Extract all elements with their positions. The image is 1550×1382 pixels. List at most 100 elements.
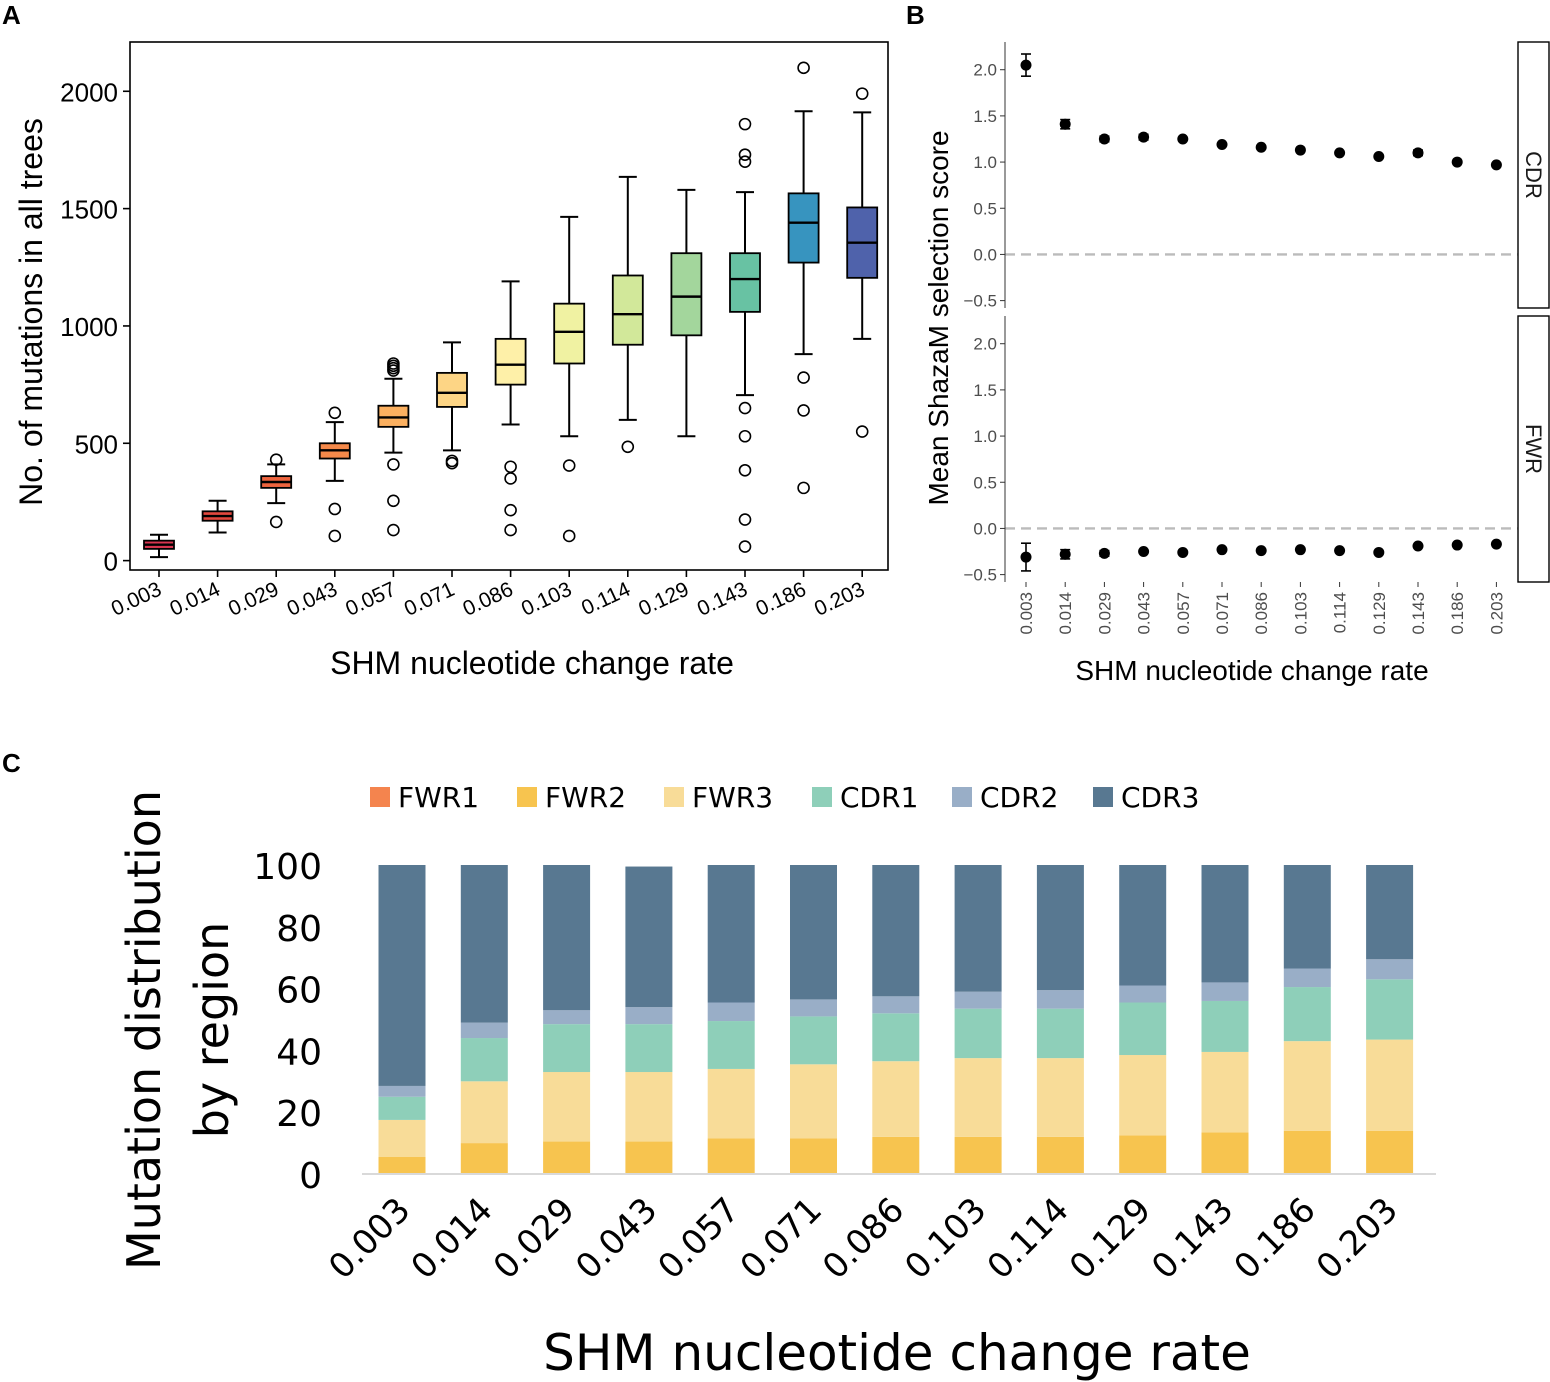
panel-c-y-tick-label: 60	[276, 971, 322, 1012]
panel-b-y-tick-label: 1.5	[973, 381, 997, 400]
panel-c-segment-fwr2	[790, 1138, 837, 1174]
panel-b-x-tick-label: 0.029	[1095, 592, 1114, 635]
panel-b-point	[1059, 548, 1071, 560]
panel-c-legend-label: FWR1	[398, 781, 479, 814]
panel-a-outlier	[738, 155, 752, 168]
panel-c-segment-cdr1	[954, 1008, 1002, 1059]
panel-c-segment-fwr2	[460, 1143, 508, 1174]
panel-c-segment-cdr3	[1201, 865, 1249, 983]
panel-c-legend-label: FWR2	[545, 781, 626, 814]
panel-c-segment-fwr3	[1036, 1058, 1084, 1137]
panel-c-segment-cdr3	[378, 865, 426, 1086]
panel-c-legend: FWR1 FWR2 FWR3 CDR1 CDR2 CDR3	[370, 781, 1199, 814]
panel-b-x-tick-label: 0.014	[1056, 592, 1075, 635]
panel-b-point	[1490, 159, 1502, 171]
panel-a-iqr-box	[553, 302, 586, 365]
panel-b-x-tick-label: 0.071	[1213, 592, 1232, 635]
panel-c-legend-swatch	[517, 787, 537, 807]
panel-b-y-tick-label: 1.5	[973, 107, 997, 126]
panel-c-segment-cdr3	[707, 865, 755, 1003]
panel-a-x-tick-label: 0.103	[518, 578, 575, 621]
panel-c-legend-label: CDR1	[840, 781, 918, 814]
panel-c-legend-label: FWR3	[692, 781, 773, 814]
panel-c-segment-cdr3	[872, 865, 920, 997]
panel-c-segment-fwr2	[1119, 1135, 1167, 1174]
panel-c-segment-fwr3	[378, 1119, 426, 1158]
panel-c-segment-cdr1	[625, 1024, 673, 1073]
panel-b-facet-cdr: CDR −0.5 0.0 0.5 1.0 1.5 2.0	[963, 41, 1550, 311]
panel-c-legend-swatch	[1093, 787, 1113, 807]
panel-c-segment-cdr1	[1366, 979, 1414, 1040]
panel-c-segment-cdr1	[707, 1021, 755, 1069]
panel-a-x-tick-label: 0.029	[225, 578, 282, 621]
panel-a-x-tick-label: 0.114	[578, 578, 634, 621]
panel-b-point	[1294, 144, 1306, 156]
panel-c-x-tick-label: 0.086	[815, 1190, 912, 1287]
panel-b-point	[1451, 156, 1463, 168]
panel-c-segment-cdr2	[1201, 982, 1249, 1001]
panel-c-segment-fwr3	[460, 1081, 508, 1144]
panel-c-bar-0.014	[460, 865, 508, 1174]
panel-b-x-tick-label: 0.057	[1174, 592, 1193, 635]
panel-b-x-tick-label: 0.103	[1291, 592, 1310, 635]
panel-c-segment-cdr3	[1283, 865, 1331, 969]
panel-a-iqr-box	[494, 337, 527, 386]
panel-a-outlier	[504, 460, 517, 474]
panel-c-bar-0.129	[1119, 865, 1167, 1174]
panel-a-box-0.114	[611, 175, 644, 454]
panel-b-point	[1255, 545, 1267, 557]
panel-c-bar-0.143	[1201, 865, 1249, 1174]
panel-a-x-tick-label: 0.086	[459, 578, 516, 621]
panel-b-point	[1098, 547, 1110, 559]
panel-a-outlier	[387, 458, 400, 471]
panel-b-facet-fwr: FWR −0.5 0.0 0.5 1.0 1.5 2.0	[963, 315, 1550, 585]
panel-b-facet-strip	[1517, 315, 1550, 583]
panel-c-segment-cdr2	[378, 1085, 426, 1097]
panel-c-bar-0.203	[1366, 865, 1414, 1174]
panel-a-iqr-box	[436, 371, 468, 408]
panel-c-x-tick-label: 0.043	[568, 1190, 665, 1287]
panel-b-point	[1216, 139, 1228, 151]
panel-c-x-axis-title: SHM nucleotide change rate	[543, 1324, 1251, 1382]
panel-a-outlier	[562, 459, 576, 472]
panel-b-x-tick-label: 0.043	[1135, 592, 1154, 635]
panel-c-segment-cdr2	[1119, 985, 1167, 1003]
panel-c-segment-cdr1	[378, 1096, 426, 1120]
panel-c-y-tick-label: 40	[276, 1032, 322, 1073]
panel-a-box-0.043	[318, 406, 351, 543]
panel-c-segment-fwr2	[625, 1141, 673, 1174]
panel-c-x-tick-label: 0.014	[404, 1190, 501, 1287]
panel-c-segment-cdr3	[625, 866, 673, 1008]
panel-b-y-tick-label: 1.0	[973, 427, 997, 446]
panel-c-segment-fwr2	[1201, 1132, 1249, 1174]
panel-b-point	[1216, 544, 1228, 556]
panel-a-box-0.103	[553, 215, 586, 543]
panel-a-box-0.129	[670, 188, 703, 438]
panel-a-y-tick-label: 1000	[60, 312, 118, 342]
panel-a-x-tick-label: 0.014	[166, 578, 224, 621]
panel-b-point	[1138, 546, 1150, 558]
panel-b-x-tick-label: 0.203	[1487, 592, 1506, 635]
panel-c-bar-0.186	[1283, 865, 1331, 1174]
panel-a-y-tick-label: 0	[104, 547, 118, 577]
panel-a-x-tick-label: 0.129	[635, 578, 692, 621]
panel-c-segment-cdr1	[1283, 987, 1331, 1042]
panel-a-iqr-box	[787, 192, 820, 264]
panel-c-segment-cdr1	[1119, 1002, 1167, 1056]
panel-a-iqr-box	[611, 274, 644, 346]
panel-b-point	[1138, 131, 1150, 143]
panel-c-segment-fwr3	[1119, 1055, 1167, 1136]
panel-a-outlier	[738, 463, 752, 477]
panel-c-x-tick-label: 0.186	[1227, 1190, 1324, 1287]
panel-c-segment-cdr1	[460, 1038, 508, 1082]
panel-a-y-axis-title: No. of mutations in all trees	[13, 118, 49, 506]
panel-a-box-0.071	[436, 341, 468, 470]
panel-c-segment-fwr3	[707, 1068, 755, 1139]
panel-a-iqr-box	[729, 252, 761, 313]
panel-b-point	[1020, 551, 1032, 563]
panel-c-legend-label: CDR2	[980, 781, 1058, 814]
panel-c-x-tick-label: 0.103	[897, 1190, 994, 1287]
panel-b-x-tick-label: 0.114	[1331, 592, 1350, 633]
panel-c-bar-0.029	[543, 865, 591, 1174]
panel-c-y-tick-label: 0	[299, 1156, 322, 1197]
